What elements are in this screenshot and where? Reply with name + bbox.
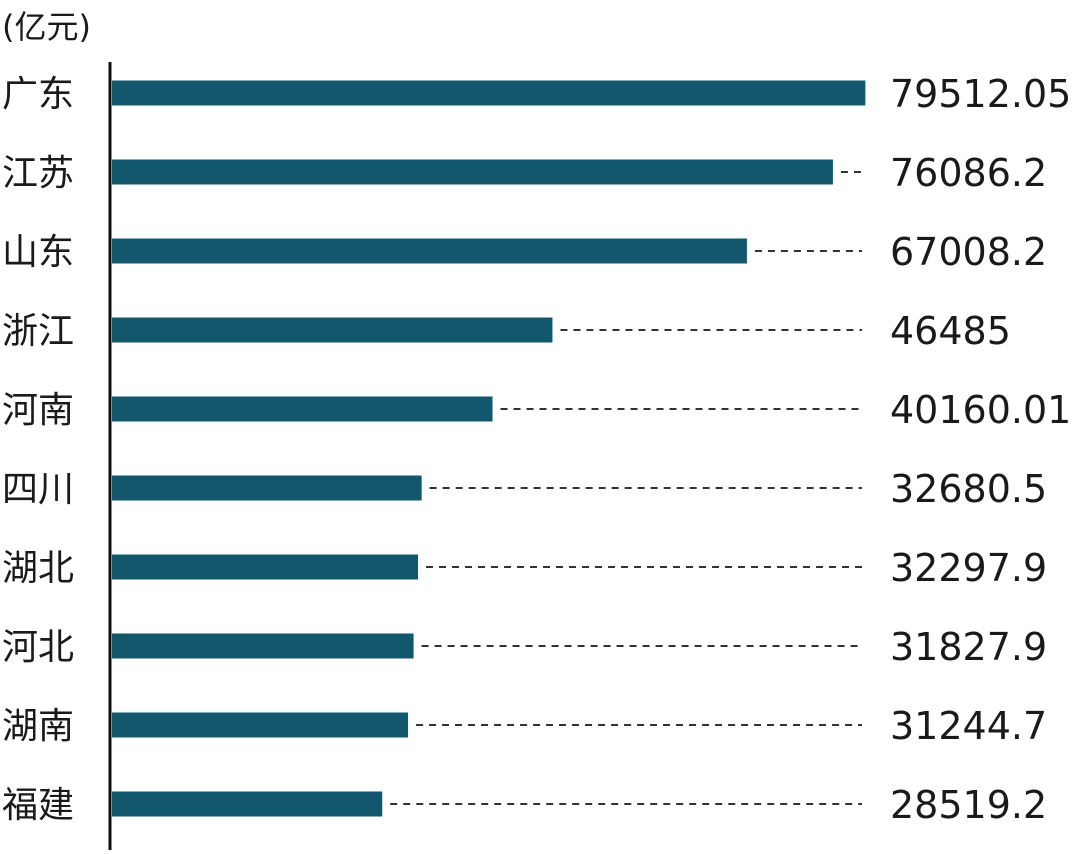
value-label-2: 67008.2 xyxy=(890,230,1047,274)
bar-5 xyxy=(112,475,422,501)
category-label-1: 江苏 xyxy=(2,153,74,194)
category-label-8: 湖南 xyxy=(2,706,74,747)
bar-8 xyxy=(112,712,409,738)
bar-2 xyxy=(112,238,747,264)
unit-label: (亿元) xyxy=(2,8,91,46)
value-label-0: 79512.05 xyxy=(890,72,1071,116)
value-label-5: 32680.5 xyxy=(890,467,1047,511)
bar-4 xyxy=(112,396,493,422)
value-label-8: 31244.7 xyxy=(890,704,1047,748)
bars-layer: 广东 79512.05 江苏 76086.2 山东 67008.2 浙江 46485 河南 401… xyxy=(2,72,1071,827)
bar-9 xyxy=(112,791,383,817)
category-label-7: 河北 xyxy=(2,627,74,668)
value-label-7: 31827.9 xyxy=(890,625,1047,669)
bar-0 xyxy=(112,80,866,106)
bar-1 xyxy=(112,159,833,185)
category-label-3: 浙江 xyxy=(2,311,74,352)
category-label-2: 山东 xyxy=(2,232,74,273)
bar-7 xyxy=(112,633,414,659)
value-label-4: 40160.01 xyxy=(890,388,1071,432)
value-label-6: 32297.9 xyxy=(890,546,1047,590)
value-label-9: 28519.2 xyxy=(890,783,1047,827)
category-label-4: 河南 xyxy=(2,390,74,431)
bar-6 xyxy=(112,554,419,580)
category-label-5: 四川 xyxy=(2,469,74,510)
category-label-6: 湖北 xyxy=(2,548,74,589)
category-label-0: 广东 xyxy=(2,74,74,115)
category-label-9: 福建 xyxy=(2,785,74,826)
value-label-1: 76086.2 xyxy=(890,151,1047,195)
bar-3 xyxy=(112,317,553,343)
value-label-3: 46485 xyxy=(890,309,1011,353)
